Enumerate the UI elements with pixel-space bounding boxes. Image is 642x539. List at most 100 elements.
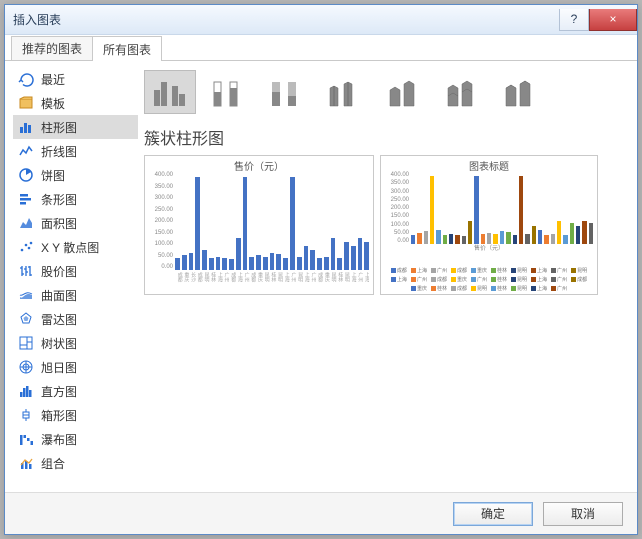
recent-icon: [17, 70, 35, 88]
subtype-6[interactable]: [492, 70, 544, 114]
combo-icon: [17, 454, 35, 472]
boxplot-icon: [17, 406, 35, 424]
histogram-icon: [17, 382, 35, 400]
subtype-row: [144, 67, 627, 117]
sidebar-item-area-chart[interactable]: 面积图: [13, 211, 138, 235]
ok-button[interactable]: 确定: [453, 502, 533, 526]
bar: [236, 238, 241, 270]
sidebar-item-boxplot[interactable]: 箱形图: [13, 403, 138, 427]
sidebar-item-label: 股价图: [41, 263, 77, 280]
preview-right-yaxis: 400.00350.00300.00250.00200.00150.00100.…: [383, 172, 409, 244]
dialog-footer: 确定 取消: [5, 492, 637, 534]
sidebar-item-label: 箱形图: [41, 407, 77, 424]
insert-chart-dialog: 插入图表 ? × 推荐的图表 所有图表 最近模板柱形图折线图饼图条形图面积图 X …: [4, 4, 638, 535]
bar: [229, 259, 234, 270]
cancel-button[interactable]: 取消: [543, 502, 623, 526]
preview-left[interactable]: 售价（元） 400.00350.00300.00250.00200.00150.…: [144, 155, 374, 295]
sidebar-item-label: 柱形图: [41, 119, 77, 136]
subtype-2[interactable]: [260, 70, 312, 114]
sidebar-item-label: 直方图: [41, 383, 77, 400]
preview-right-axis-label: 售价（元）: [381, 243, 597, 252]
bar: [276, 254, 281, 270]
bar: [576, 226, 580, 244]
preview-right[interactable]: 图表标题 400.00350.00300.00250.00200.00150.0…: [380, 155, 598, 295]
bar: [344, 242, 349, 270]
bar: [474, 176, 478, 244]
bar: [570, 223, 574, 244]
preview-left-xlabels: 成都重庆长沙成都昆明桂林上海广州成都上海广州成都重庆昆明桂林昆明上海广州昆明上海…: [175, 272, 369, 292]
bar: [195, 177, 200, 270]
titlebar[interactable]: 插入图表 ? ×: [5, 5, 637, 35]
sidebar-item-label: 雷达图: [41, 311, 77, 328]
bar: [304, 246, 309, 271]
bar: [222, 258, 227, 270]
window-buttons: ? ×: [559, 9, 637, 31]
tab-all-charts[interactable]: 所有图表: [92, 36, 162, 61]
sidebar-item-bar-chart[interactable]: 条形图: [13, 187, 138, 211]
bar: [589, 223, 593, 244]
subtype-1[interactable]: [202, 70, 254, 114]
tab-recommended[interactable]: 推荐的图表: [11, 36, 93, 60]
sidebar-item-waterfall[interactable]: 瀑布图: [13, 427, 138, 451]
sidebar-item-label: 树状图: [41, 335, 77, 352]
bar: [256, 255, 261, 270]
subtype-4[interactable]: [376, 70, 428, 114]
bar: [331, 238, 336, 270]
bar: [270, 253, 275, 270]
bar-chart-icon: [17, 190, 35, 208]
preview-left-title: 售价（元）: [145, 158, 373, 173]
bar: [209, 258, 214, 270]
sidebar-item-pie-chart[interactable]: 饼图: [13, 163, 138, 187]
line-chart-icon: [17, 142, 35, 160]
sidebar-item-recent[interactable]: 最近: [13, 67, 138, 91]
sidebar-item-surface-chart[interactable]: 曲面图: [13, 283, 138, 307]
sidebar-item-label: 折线图: [41, 143, 77, 160]
sidebar-item-sunburst[interactable]: 旭日图: [13, 355, 138, 379]
bar: [436, 230, 440, 244]
sidebar-item-radar-chart[interactable]: 雷达图: [13, 307, 138, 331]
sunburst-icon: [17, 358, 35, 376]
bar: [358, 238, 363, 270]
sidebar-item-template[interactable]: 模板: [13, 91, 138, 115]
radar-chart-icon: [17, 310, 35, 328]
bar: [317, 258, 322, 270]
sidebar-item-combo[interactable]: 组合: [13, 451, 138, 475]
stock-chart-icon: [17, 262, 35, 280]
sidebar-item-line-chart[interactable]: 折线图: [13, 139, 138, 163]
selected-chart-name: 簇状柱形图: [144, 125, 627, 149]
content-area: 最近模板柱形图折线图饼图条形图面积图 X Y 散点图股价图曲面图雷达图树状图旭日图…: [5, 61, 637, 492]
sidebar-item-label: 旭日图: [41, 359, 77, 376]
bar: [351, 246, 356, 271]
bar: [216, 257, 221, 270]
sidebar-item-label: 饼图: [41, 167, 65, 184]
help-button[interactable]: ?: [559, 9, 589, 31]
bar: [249, 257, 254, 270]
sidebar-item-histogram[interactable]: 直方图: [13, 379, 138, 403]
sidebar-item-label: 曲面图: [41, 287, 77, 304]
area-chart-icon: [17, 214, 35, 232]
subtype-3[interactable]: [318, 70, 370, 114]
pie-chart-icon: [17, 166, 35, 184]
bar: [189, 253, 194, 270]
sidebar-item-label: 面积图: [41, 215, 77, 232]
bar: [202, 250, 207, 270]
subtype-0[interactable]: [144, 70, 196, 114]
sidebar-item-stock-chart[interactable]: 股价图: [13, 259, 138, 283]
sidebar-item-label: 瀑布图: [41, 431, 77, 448]
subtype-5[interactable]: [434, 70, 486, 114]
sidebar-item-scatter-chart[interactable]: X Y 散点图: [13, 235, 138, 259]
preview-left-chart-area: [175, 172, 369, 270]
template-icon: [17, 94, 35, 112]
scatter-chart-icon: [17, 238, 35, 256]
close-button[interactable]: ×: [589, 9, 637, 31]
dialog-title: 插入图表: [13, 11, 559, 28]
preview-right-title: 图表标题: [381, 158, 597, 173]
sidebar-item-treemap[interactable]: 树状图: [13, 331, 138, 355]
bar: [519, 176, 523, 244]
chart-type-sidebar: 最近模板柱形图折线图饼图条形图面积图 X Y 散点图股价图曲面图雷达图树状图旭日图…: [13, 67, 138, 486]
bar: [538, 230, 542, 244]
sidebar-item-label: 条形图: [41, 191, 77, 208]
sidebar-item-column-chart[interactable]: 柱形图: [13, 115, 138, 139]
bar: [283, 258, 288, 270]
tabstrip: 推荐的图表 所有图表: [5, 35, 637, 61]
